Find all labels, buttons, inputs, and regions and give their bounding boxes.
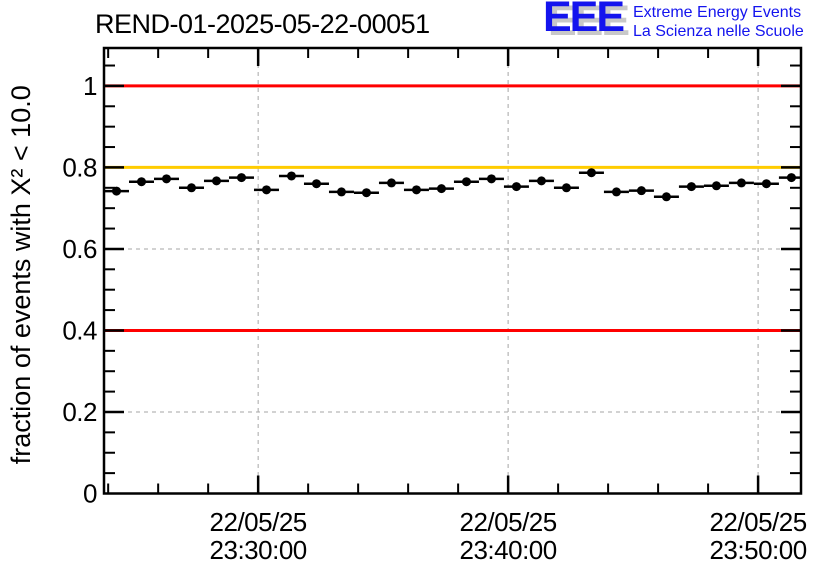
y-tick-label: 0.4 xyxy=(62,315,97,345)
data-point xyxy=(528,176,554,186)
data-point xyxy=(678,182,704,192)
y-tick-label: 0.2 xyxy=(62,397,97,427)
y-axis-title: fraction of events with X² < 10.0 xyxy=(6,85,36,464)
eee-logo-line1: Extreme Energy Events xyxy=(633,4,802,21)
data-point xyxy=(428,184,454,194)
x-tick-time: 23:30:00 xyxy=(210,535,307,565)
data-point xyxy=(603,187,629,197)
plot-frame xyxy=(102,46,803,495)
eee-logo-letters-icon: EEE xyxy=(543,0,625,41)
x-tick-time: 23:50:00 xyxy=(709,535,806,565)
data-point xyxy=(128,177,154,187)
data-point xyxy=(203,176,229,186)
plot-title: REND-01-2025-05-22-00051 xyxy=(95,9,430,39)
x-tick-time: 23:40:00 xyxy=(460,535,557,565)
gridlines xyxy=(104,48,801,494)
x-tick-date: 22/05/25 xyxy=(460,507,557,537)
x-tick-date: 22/05/25 xyxy=(210,507,307,537)
x-tick-date: 22/05/25 xyxy=(709,507,806,537)
data-point xyxy=(753,179,779,189)
data-point xyxy=(653,192,679,202)
data-point xyxy=(228,173,254,183)
y-tick-label: 1 xyxy=(83,71,97,101)
data-point xyxy=(278,171,304,181)
series-points xyxy=(104,168,801,202)
data-point xyxy=(303,179,329,189)
eee-logo: EEE Extreme Energy Events La Scienza nel… xyxy=(538,0,836,48)
reference-lines xyxy=(104,84,801,332)
data-point xyxy=(478,174,504,184)
data-point xyxy=(378,178,404,188)
y-tick-label: 0 xyxy=(83,479,97,509)
data-point xyxy=(104,186,129,196)
data-point xyxy=(728,178,754,188)
data-point xyxy=(403,185,429,195)
data-point xyxy=(178,183,204,193)
data-point xyxy=(628,186,654,196)
axis-ticks xyxy=(104,48,801,494)
eee-logo-text: Extreme Energy Events La Scienza nelle S… xyxy=(633,3,804,41)
data-point xyxy=(503,182,529,192)
data-point xyxy=(253,185,279,195)
y-tick-labels: 0 0.2 0.4 0.6 0.8 1 xyxy=(62,71,97,509)
data-point xyxy=(703,181,729,191)
data-point xyxy=(578,168,604,178)
data-point xyxy=(553,183,579,193)
y-tick-label: 0.8 xyxy=(62,152,97,182)
eee-logo-line2: La Scienza nelle Scuole xyxy=(633,23,804,40)
data-point xyxy=(453,177,479,187)
data-point xyxy=(153,174,179,184)
data-point xyxy=(353,188,379,198)
data-point xyxy=(778,173,801,183)
data-point xyxy=(328,187,354,197)
x-tick-labels: 22/05/2523:30:0022/05/2523:40:0022/05/25… xyxy=(210,507,808,565)
y-tick-label: 0.6 xyxy=(62,234,97,264)
